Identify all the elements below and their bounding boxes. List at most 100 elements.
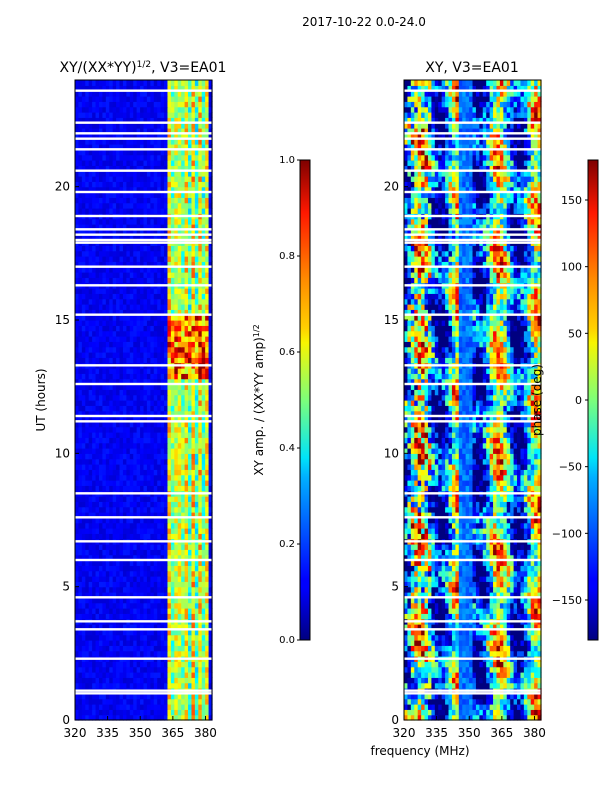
- heatmap-cell: [174, 218, 179, 225]
- heatmap-cell: [455, 709, 460, 716]
- heatmap-cell: [177, 384, 182, 390]
- heatmap-cell: [98, 192, 103, 198]
- heatmap-cell: [164, 672, 169, 678]
- heatmap-cell: [160, 544, 165, 550]
- heatmap-cell: [150, 704, 155, 710]
- heatmap-cell: [174, 330, 179, 337]
- heatmap-cell: [188, 154, 193, 161]
- heatmap-cell: [150, 181, 155, 188]
- heatmap-cell: [95, 170, 100, 177]
- heatmap-cell: [177, 698, 182, 705]
- heatmap-cell: [205, 560, 210, 566]
- heatmap-cell: [95, 229, 100, 236]
- heatmap-cell: [109, 448, 114, 454]
- heatmap-cell: [92, 101, 97, 108]
- heatmap-cell: [150, 101, 155, 108]
- heatmap-cell: [126, 586, 131, 593]
- heatmap-cell: [78, 304, 83, 310]
- heatmap-cell: [157, 464, 162, 470]
- heatmap-cell: [126, 298, 131, 305]
- heatmap-cell: [78, 176, 83, 182]
- heatmap-cell: [205, 96, 210, 102]
- heatmap-cell: [198, 96, 203, 102]
- heatmap-cell: [140, 389, 145, 396]
- heatmap-cell: [140, 378, 145, 385]
- heatmap-cell: [167, 197, 172, 204]
- heatmap-cell: [188, 138, 193, 145]
- heatmap-cell: [174, 448, 179, 454]
- heatmap-cell: [105, 592, 110, 598]
- heatmap-cell: [157, 170, 162, 177]
- heatmap-cell: [85, 421, 90, 428]
- heatmap-cell: [174, 133, 179, 140]
- heatmap-cell: [194, 533, 199, 540]
- heatmap-cell: [81, 634, 86, 641]
- heatmap-cell: [198, 432, 203, 438]
- heatmap-cell: [85, 405, 90, 412]
- heatmap-cell: [170, 218, 175, 225]
- heatmap-cell: [164, 608, 169, 614]
- heatmap-cell: [188, 384, 193, 390]
- heatmap-cell: [122, 85, 127, 92]
- heatmap-cell: [482, 714, 487, 721]
- heatmap-cell: [78, 373, 83, 380]
- heatmap-cell: [164, 197, 169, 204]
- heatmap-cell: [81, 506, 86, 513]
- heatmap-cell: [78, 336, 83, 342]
- heatmap-cell: [188, 229, 193, 236]
- heatmap-cell: [184, 261, 189, 268]
- heatmap-cell: [105, 704, 110, 710]
- heatmap-cell: [194, 96, 199, 102]
- heatmap-cell: [122, 352, 127, 358]
- heatmap-cell: [164, 138, 169, 145]
- heatmap-cell: [153, 90, 158, 97]
- heatmap-cell: [95, 224, 100, 230]
- heatmap-cell: [174, 346, 179, 353]
- heatmap-cell: [205, 645, 210, 652]
- heatmap-cell: [191, 309, 196, 316]
- heatmap-cell: [143, 576, 148, 582]
- heatmap-cell: [129, 682, 134, 689]
- heatmap-cell: [78, 677, 83, 684]
- heatmap-cell: [102, 378, 107, 385]
- heatmap-cell: [116, 378, 121, 385]
- heatmap-cell: [75, 117, 80, 124]
- heatmap-cell: [102, 170, 107, 177]
- heatmap-cell: [140, 613, 145, 620]
- heatmap-cell: [194, 144, 199, 150]
- heatmap-cell: [88, 640, 93, 646]
- heatmap-cell: [136, 597, 141, 604]
- heatmap-cell: [170, 496, 175, 502]
- heatmap-cell: [122, 544, 127, 550]
- heatmap-cell: [170, 506, 175, 513]
- heatmap-cell: [143, 448, 148, 454]
- heatmap-cell: [201, 496, 206, 502]
- heatmap-cell: [119, 597, 124, 604]
- heatmap-cell: [146, 229, 151, 236]
- heatmap-cell: [201, 293, 206, 300]
- heatmap-cell: [191, 517, 196, 524]
- heatmap-cell: [160, 218, 165, 225]
- heatmap-cell: [157, 501, 162, 508]
- heatmap-cell: [78, 85, 83, 92]
- heatmap-cell: [170, 570, 175, 577]
- heatmap-cell: [191, 298, 196, 305]
- heatmap-cell: [143, 192, 148, 198]
- heatmap-cell: [136, 650, 141, 657]
- heatmap-cell: [122, 218, 127, 225]
- heatmap-cell: [146, 378, 151, 385]
- heatmap-cell: [160, 517, 165, 524]
- heatmap-cell: [421, 714, 426, 721]
- heatmap-cell: [167, 208, 172, 214]
- heatmap-cell: [133, 400, 138, 406]
- heatmap-cell: [136, 378, 141, 385]
- heatmap-cell: [160, 522, 165, 529]
- heatmap-cell: [164, 442, 169, 449]
- heatmap-cell: [188, 234, 193, 241]
- heatmap-cell: [116, 512, 121, 518]
- heatmap-cell: [181, 501, 186, 508]
- heatmap-cell: [205, 549, 210, 556]
- heatmap-cell: [143, 661, 148, 668]
- heatmap-cell: [198, 309, 203, 316]
- heatmap-cell: [140, 218, 145, 225]
